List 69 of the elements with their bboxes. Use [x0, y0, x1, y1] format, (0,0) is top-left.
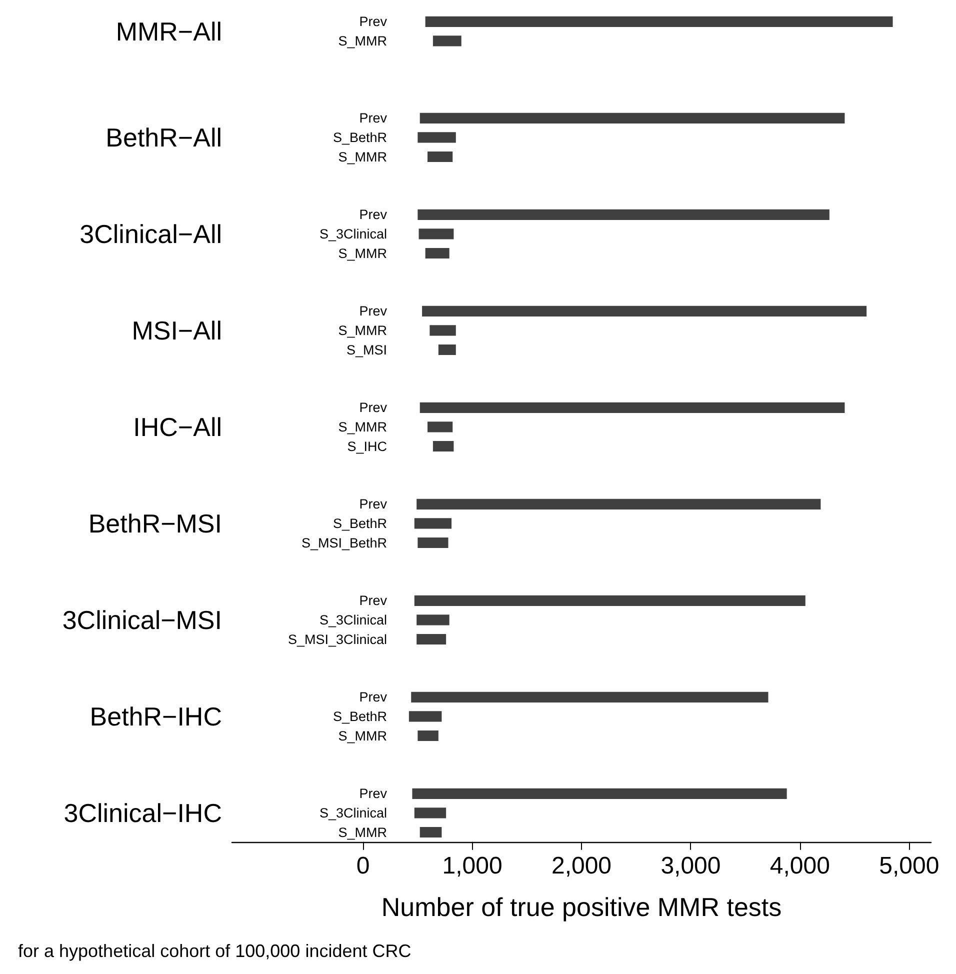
- bar: [420, 402, 845, 413]
- y-tick-label: Prev: [359, 110, 388, 126]
- x-tick-label: 4,000: [770, 852, 830, 880]
- text: MMR−All: [116, 16, 222, 46]
- y-tick-label: S_BethR: [332, 708, 388, 724]
- bar: [418, 132, 456, 143]
- y-tick-label: S_BethR: [332, 516, 388, 531]
- y-tick-label: Prev: [359, 14, 388, 30]
- bar: [432, 36, 462, 46]
- bar: [414, 808, 446, 818]
- bar: [438, 344, 456, 356]
- y-tick-label: Prev: [359, 593, 388, 608]
- y-tick-label: Prev: [359, 400, 388, 416]
- y-tick-label: S_MMR: [338, 33, 388, 48]
- bar: [414, 595, 806, 606]
- text: BethR−MSI: [88, 508, 222, 538]
- text: 3Clinical−IHC: [64, 798, 222, 828]
- bar: [416, 634, 446, 645]
- bar: [408, 711, 442, 722]
- bar: [418, 537, 448, 548]
- y-tick-label: S_MSI_BethR: [301, 535, 388, 550]
- y-tick-label: Prev: [359, 786, 388, 802]
- bar: [420, 112, 845, 124]
- y-tick-label: Prev: [359, 304, 388, 319]
- x-axis-title: Number of true positive MMR tests: [381, 892, 782, 922]
- y-tick-label: Prev: [359, 690, 388, 705]
- y-tick-label: S_MMR: [338, 824, 388, 840]
- bar: [412, 788, 787, 799]
- bar: [432, 440, 454, 452]
- bar: [416, 498, 821, 510]
- y-tick-label: Prev: [359, 496, 388, 512]
- y-tick-label: S_3Clinical: [319, 226, 387, 242]
- bar: [422, 306, 867, 316]
- bar: [420, 826, 442, 838]
- text: for a hypothetical cohort of 100,000 incident CRC: [18, 940, 412, 961]
- x-tick-label: 3,000: [660, 852, 721, 880]
- y-tick-label: S_MMR: [338, 419, 388, 434]
- y-tick-label: S_MMR: [338, 322, 388, 338]
- y-tick-label: S_MSI: [346, 342, 387, 358]
- x-tick-label: 1,000: [442, 852, 502, 880]
- bar: [418, 209, 830, 220]
- text: IHC−All: [133, 412, 222, 442]
- text: 3Clinical−All: [80, 218, 222, 249]
- y-tick-label: S_MMR: [338, 246, 388, 261]
- y-tick-label: S_MMR: [338, 149, 388, 164]
- bar: [414, 518, 452, 529]
- bar: [425, 248, 450, 259]
- y-tick-label: S_BethR: [332, 130, 388, 145]
- bar: [416, 614, 450, 626]
- x-tick-label: 2,000: [551, 852, 612, 880]
- bar: [418, 730, 438, 742]
- text: MSI−All: [132, 315, 222, 346]
- text: 3Clinical−MSI: [62, 604, 222, 635]
- bar: [428, 422, 453, 432]
- y-tick-label: S_MSI_3Clinical: [288, 632, 387, 647]
- bar: [430, 325, 456, 336]
- bar: [428, 151, 453, 162]
- x-tick-label: 0: [356, 852, 370, 880]
- y-tick-label: S_3Clinical: [319, 805, 387, 820]
- bar: [425, 16, 893, 27]
- bar: [418, 228, 454, 240]
- text: BethR−All: [106, 122, 222, 152]
- bar: [411, 692, 768, 702]
- y-tick-label: Prev: [359, 207, 388, 222]
- text: BethR−IHC: [90, 701, 222, 732]
- x-tick-label: 5,000: [879, 852, 940, 880]
- y-tick-label: S_IHC: [347, 438, 388, 454]
- y-tick-label: S_MMR: [338, 728, 388, 744]
- y-tick-label: S_3Clinical: [319, 612, 387, 628]
